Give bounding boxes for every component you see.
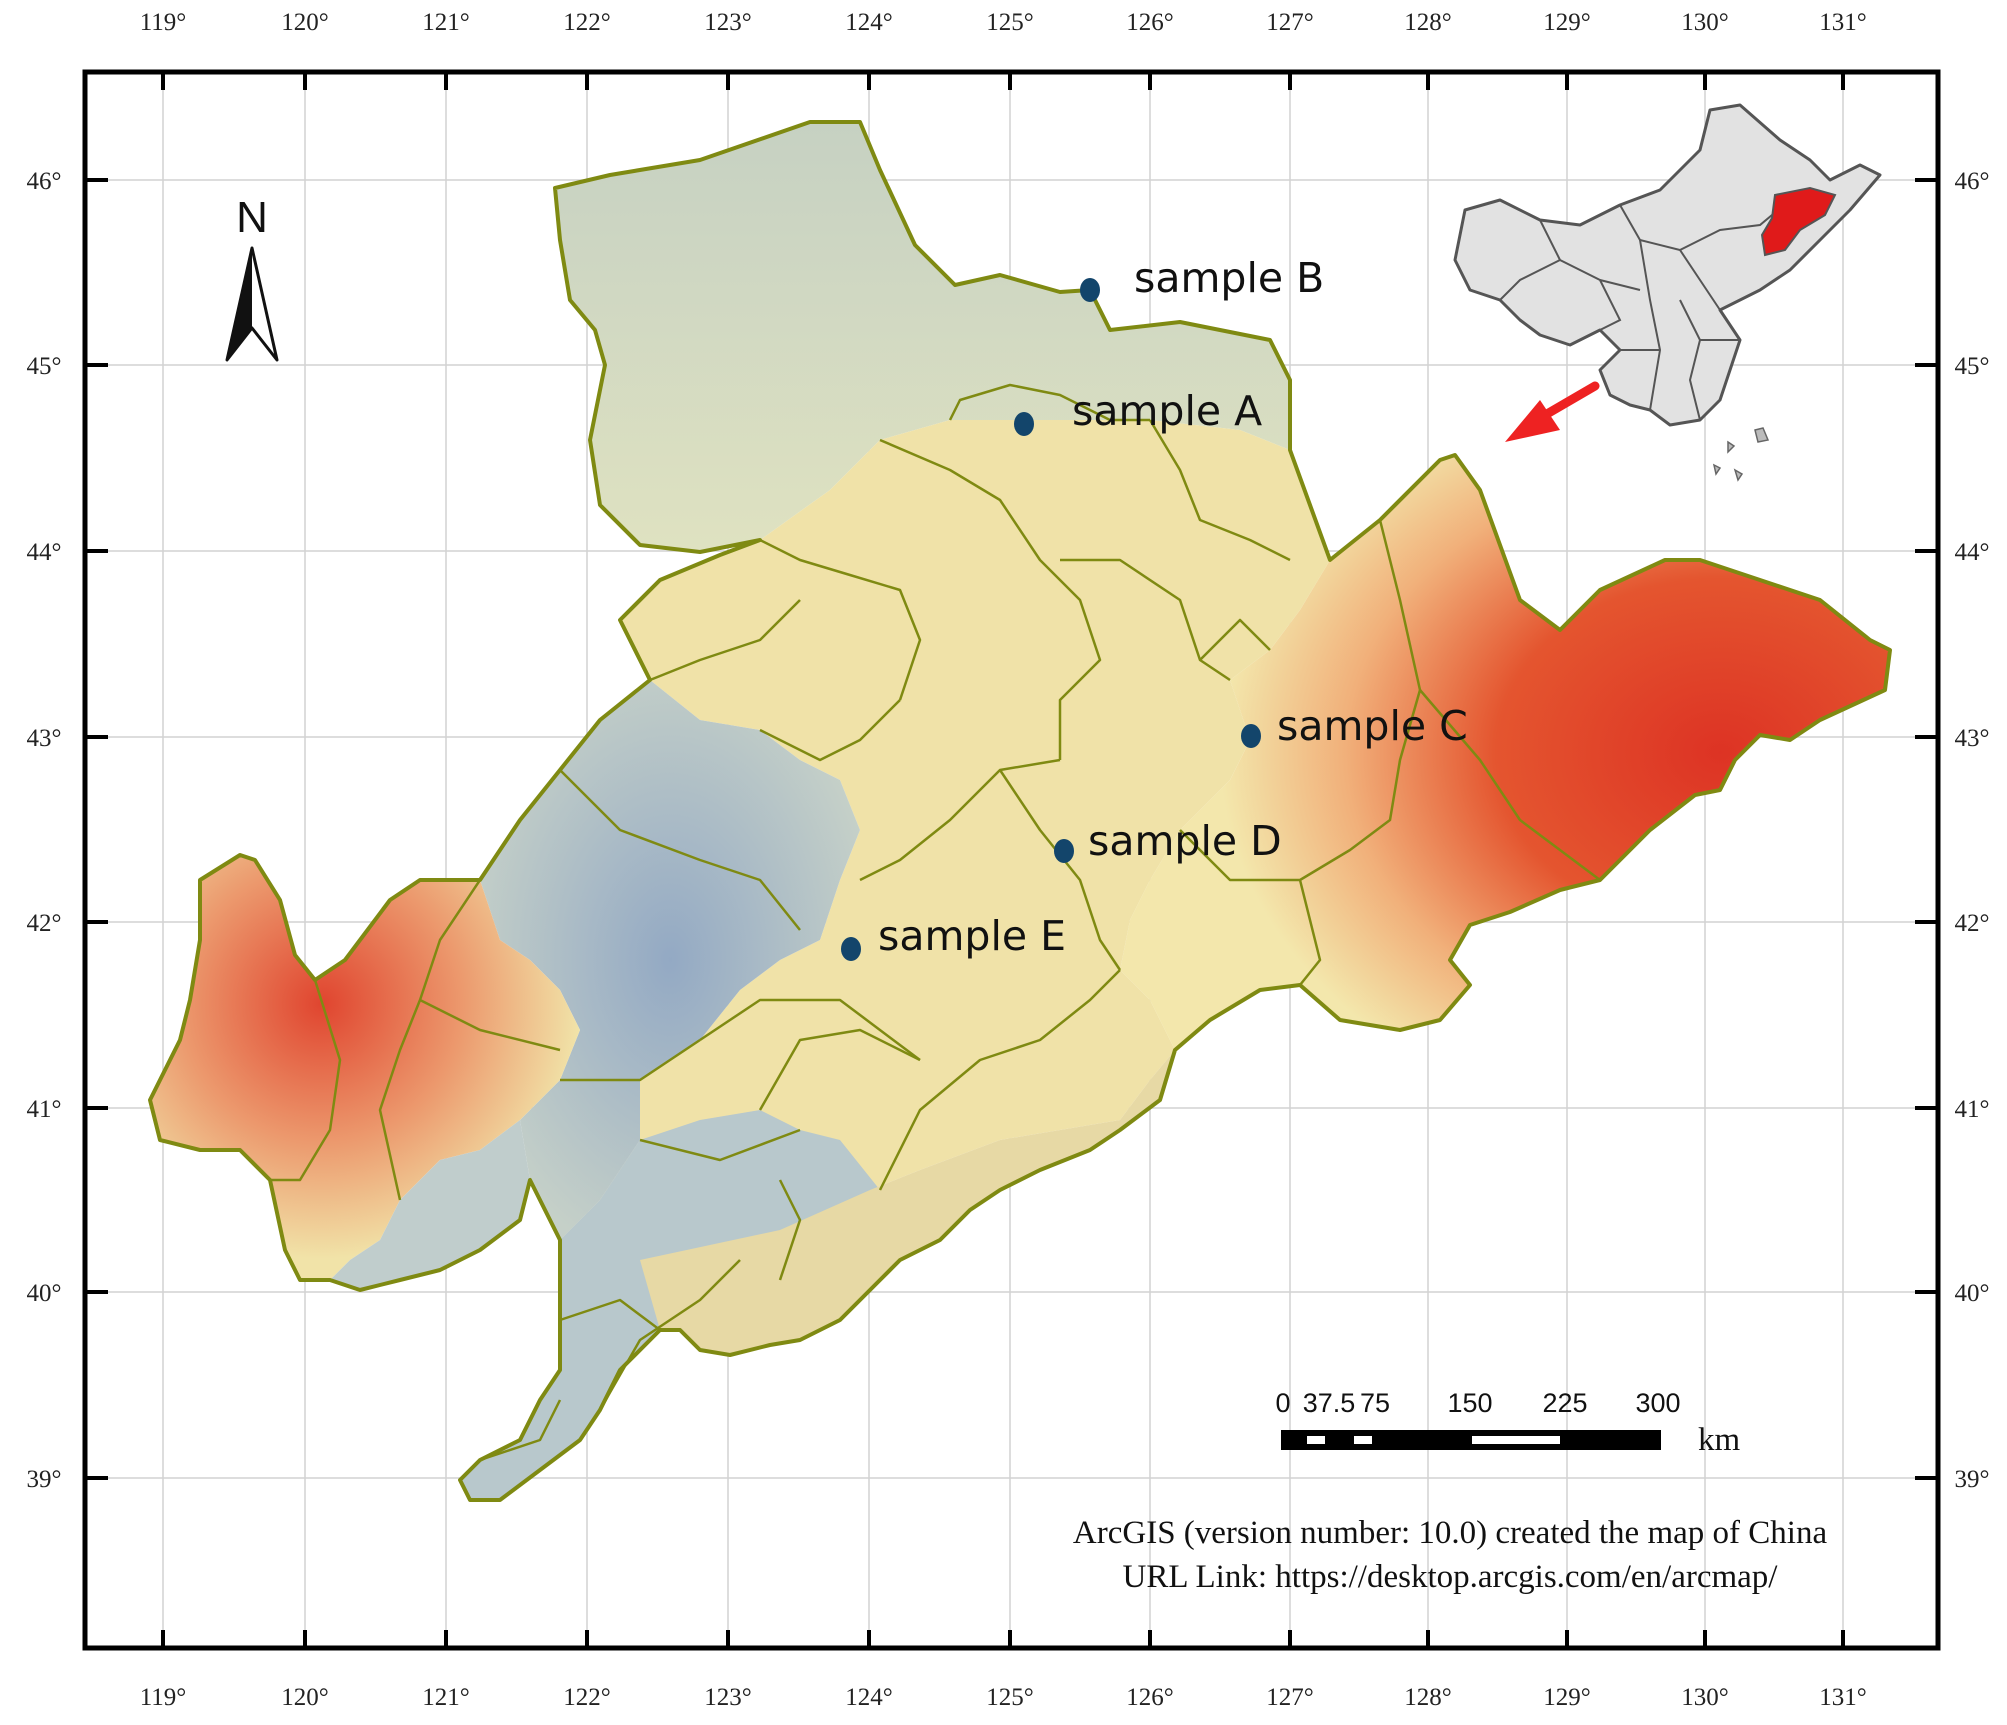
lon-label-bottom: 130° bbox=[1681, 1684, 1729, 1711]
scale-label-225: 225 bbox=[1542, 1388, 1587, 1418]
sample-b-label: sample B bbox=[1134, 254, 1324, 302]
lat-label-left: 46° bbox=[27, 168, 62, 195]
scale-label-150: 150 bbox=[1447, 1388, 1492, 1418]
scale-label-37-5: 37.5 bbox=[1303, 1388, 1356, 1418]
lon-label-top: 123° bbox=[704, 9, 752, 36]
credit-line-1: ArcGIS (version number: 10.0) created th… bbox=[1073, 1515, 1828, 1551]
lon-label-bottom: 123° bbox=[704, 1684, 752, 1711]
inset-highlight-jilin-liaoning bbox=[1760, 186, 1837, 257]
sample-a-label: sample A bbox=[1072, 387, 1262, 435]
north-label: N bbox=[236, 193, 268, 242]
credit-line-2: URL Link: https://desktop.arcgis.com/en/… bbox=[1123, 1559, 1779, 1595]
region-southeast bbox=[640, 1050, 1175, 1355]
sample-a-marker bbox=[1014, 412, 1034, 436]
lon-label-bottom: 129° bbox=[1543, 1684, 1591, 1711]
scale-label-0: 0 bbox=[1275, 1388, 1290, 1418]
study-area-boundary bbox=[148, 120, 1892, 1502]
lon-label-bottom: 121° bbox=[422, 1684, 470, 1711]
north-arrow: N bbox=[225, 193, 279, 362]
lat-label-right: 39° bbox=[1955, 1466, 1990, 1493]
region-west-lowland bbox=[330, 1120, 530, 1290]
region-north-plain bbox=[555, 122, 1290, 552]
lat-label-left: 42° bbox=[27, 910, 62, 937]
scale-label-75: 75 bbox=[1360, 1388, 1390, 1418]
frame-ticks bbox=[85, 72, 1938, 1648]
scale-bar: 0 37.5 75 150 225 300 km bbox=[1275, 1388, 1740, 1458]
scale-unit-label: km bbox=[1698, 1422, 1741, 1458]
admin-boundaries bbox=[270, 383, 1601, 1462]
lon-label-top: 129° bbox=[1543, 9, 1591, 36]
sample-markers: sample A sample B sample C sample D samp… bbox=[841, 254, 1468, 961]
lon-label-bottom: 124° bbox=[845, 1684, 893, 1711]
lon-label-top: 125° bbox=[986, 9, 1034, 36]
lat-label-left: 41° bbox=[27, 1096, 62, 1123]
lat-label-right: 41° bbox=[1955, 1096, 1990, 1123]
lat-label-right: 45° bbox=[1955, 353, 1990, 380]
lon-label-top: 120° bbox=[281, 9, 329, 36]
lat-label-right: 44° bbox=[1955, 539, 1990, 566]
region-liao-lowland bbox=[480, 680, 860, 1240]
scale-label-300: 300 bbox=[1635, 1388, 1680, 1418]
credit: ArcGIS (version number: 10.0) created th… bbox=[1073, 1515, 1828, 1595]
lon-label-top: 127° bbox=[1266, 9, 1314, 36]
sample-c-marker bbox=[1241, 724, 1261, 748]
inset-pointer-arrow bbox=[1505, 381, 1600, 442]
lon-label-top: 119° bbox=[140, 9, 187, 36]
lat-label-left: 45° bbox=[27, 353, 62, 380]
lat-label-right: 46° bbox=[1955, 168, 1990, 195]
sample-c-label: sample C bbox=[1277, 702, 1468, 750]
lat-label-right: 43° bbox=[1955, 725, 1990, 752]
lat-label-right: 40° bbox=[1955, 1280, 1990, 1307]
lon-label-bottom: 127° bbox=[1266, 1684, 1314, 1711]
lon-label-top: 122° bbox=[563, 9, 611, 36]
lat-label-right: 42° bbox=[1955, 910, 1990, 937]
scale-bar-outline bbox=[1281, 1430, 1661, 1450]
latitude-labels: 46° 45° 44° 43° 42° 41° 40° 39° 46° 45° … bbox=[27, 168, 1990, 1493]
sample-d-marker bbox=[1054, 839, 1074, 863]
inset-china-outline bbox=[1453, 103, 1882, 427]
sample-d-label: sample D bbox=[1088, 817, 1282, 865]
inset-china-map bbox=[1453, 103, 1882, 482]
lat-label-left: 39° bbox=[27, 1466, 62, 1493]
lon-label-bottom: 125° bbox=[986, 1684, 1034, 1711]
lat-label-left: 44° bbox=[27, 539, 62, 566]
lon-label-top: 124° bbox=[845, 9, 893, 36]
lat-label-left: 43° bbox=[27, 725, 62, 752]
lon-label-bottom: 120° bbox=[281, 1684, 329, 1711]
lon-label-top: 131° bbox=[1819, 9, 1867, 36]
lon-label-bottom: 128° bbox=[1404, 1684, 1452, 1711]
lon-label-bottom: 122° bbox=[563, 1684, 611, 1711]
lon-label-bottom: 126° bbox=[1126, 1684, 1174, 1711]
lon-label-top: 130° bbox=[1681, 9, 1729, 36]
lon-label-top: 126° bbox=[1126, 9, 1174, 36]
region-west-mountains bbox=[150, 855, 580, 1280]
lon-label-bottom: 119° bbox=[140, 1684, 187, 1711]
sample-b-marker bbox=[1080, 278, 1100, 302]
sample-e-marker bbox=[841, 937, 861, 961]
lon-label-top: 128° bbox=[1404, 9, 1452, 36]
lon-label-top: 121° bbox=[422, 9, 470, 36]
sample-e-label: sample E bbox=[878, 912, 1066, 960]
region-central bbox=[560, 420, 1330, 1260]
region-east-mountains bbox=[1120, 455, 1890, 1050]
lat-label-left: 40° bbox=[27, 1280, 62, 1307]
lon-label-bottom: 131° bbox=[1819, 1684, 1867, 1711]
terrain-map bbox=[148, 120, 1892, 1502]
longitude-labels: 119° 120° 121° 122° 123° 124° 125° 126° … bbox=[140, 9, 1867, 1711]
